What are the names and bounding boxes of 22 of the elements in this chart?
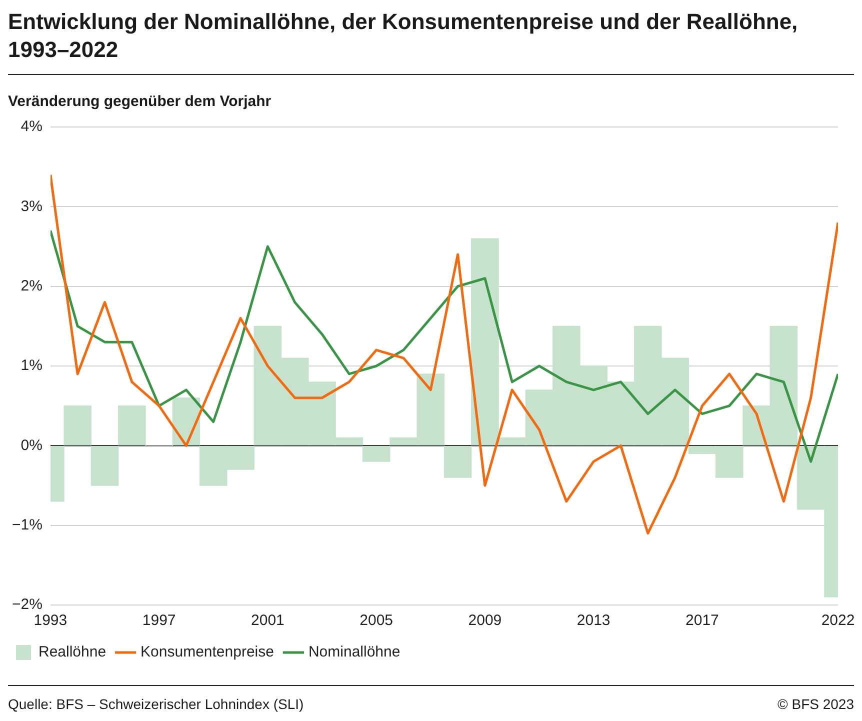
x-tick-label: 2013 — [576, 612, 610, 630]
x-tick-label: 2009 — [468, 612, 502, 630]
legend-label: Reallöhne — [38, 644, 106, 661]
text: © BFS 2023 — [778, 696, 854, 712]
legend-label: Konsumentenpreise — [140, 644, 274, 661]
source-note: Quelle: BFS – Schweizerischer Lohnindex (SLI) — [8, 696, 304, 712]
y-axis-title: Veränderung gegenüber dem Vorjahr — [8, 93, 272, 110]
y-tick-label: 0% — [20, 436, 42, 454]
x-tick-label: 1997 — [142, 612, 176, 630]
x-tick-label: 2022 — [821, 612, 855, 630]
x-tick-label: 2017 — [686, 612, 719, 630]
y-tick-label: −2% — [12, 596, 42, 614]
y-tick-label: −1% — [12, 516, 42, 534]
y-tick-label: 2% — [20, 277, 42, 294]
x-tick-label: 1993 — [34, 612, 68, 630]
x-tick-label: 2005 — [360, 612, 394, 630]
chart-title: Entwicklung der Nominallöhne, der Konsumentenpreise und der Reallöhne, 1993–2022 — [8, 8, 854, 75]
y-tick-label: 4% — [20, 118, 42, 136]
y-tick-label: 1% — [20, 357, 42, 374]
x-tick-label: 2001 — [251, 612, 284, 630]
y-tick-label: 3% — [20, 198, 42, 215]
legend-label: Nominallöhne — [308, 644, 400, 661]
